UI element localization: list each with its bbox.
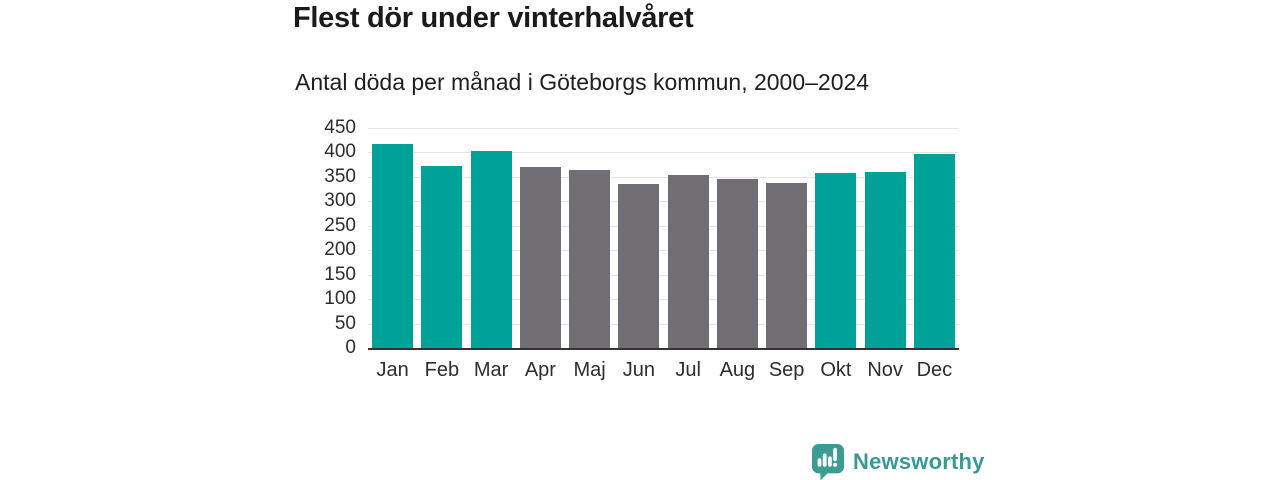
x-tick-label: Jul	[675, 359, 701, 381]
bar-jul	[667, 174, 709, 348]
bar-aug	[716, 179, 758, 348]
bar-slot	[516, 128, 565, 348]
y-axis-labels: 450 400 350 300 250 200 150 100 50 0	[280, 117, 356, 368]
x-axis-labels: Jan Feb Mar Apr Maj Jun Jul Aug Sep Okt Nov Dec	[368, 357, 959, 384]
x-tick-label: Jun	[622, 359, 655, 381]
gridline	[368, 299, 959, 301]
bar-feb	[421, 165, 463, 348]
gridline	[368, 128, 959, 129]
bar-okt	[815, 172, 857, 348]
bar-slot	[565, 128, 614, 348]
gridline	[368, 250, 959, 252]
bar-nov	[864, 172, 906, 348]
bar-jun	[618, 183, 660, 348]
y-tick-label: 200	[324, 239, 356, 261]
bar-slot	[811, 128, 860, 348]
x-tick-label: Maj	[573, 359, 606, 381]
chart-subtitle: Antal döda per månad i Göteborgs kommun,…	[295, 69, 870, 95]
x-tick-label: Sep	[768, 359, 805, 381]
y-tick-label: 300	[324, 190, 356, 212]
bar-slot	[713, 128, 762, 348]
bar-slot	[664, 128, 713, 348]
y-tick-label: 350	[324, 165, 356, 187]
y-tick-label: 100	[324, 288, 356, 310]
bar-apr	[519, 166, 561, 348]
y-tick-label: 400	[324, 141, 356, 163]
y-tick-label: 250	[324, 214, 356, 236]
x-tick-label: Feb	[424, 359, 460, 381]
brand-footer: Newsworthy	[811, 443, 985, 480]
gridline	[368, 274, 959, 276]
bar-slot	[417, 128, 466, 348]
x-tick-label: Aug	[719, 359, 756, 381]
gridline	[368, 176, 959, 178]
bar-dec	[913, 153, 955, 348]
bar-mar	[470, 150, 512, 348]
bar-slot	[910, 128, 959, 348]
x-tick-label: Jan	[376, 359, 409, 381]
y-tick-label: 50	[334, 312, 356, 334]
bar-maj	[569, 169, 611, 348]
gridline	[368, 225, 959, 227]
bar-slot	[614, 128, 663, 348]
bar-jan	[372, 144, 414, 348]
bar-slot	[861, 128, 910, 348]
x-tick-label: Mar	[473, 359, 509, 381]
gridline	[368, 323, 959, 325]
bar-slot	[762, 128, 811, 348]
gridline	[368, 201, 959, 203]
brand-name: Newsworthy	[853, 449, 985, 474]
x-tick-label: Okt	[820, 359, 852, 381]
x-tick-label: Dec	[916, 359, 953, 381]
bar-sep	[766, 182, 808, 348]
gridline	[368, 152, 959, 154]
y-tick-label: 0	[345, 337, 356, 358]
y-tick-label: 450	[324, 117, 356, 138]
x-tick-label: Nov	[867, 359, 903, 381]
y-tick-label: 150	[324, 263, 356, 285]
chart-title: Flest dör under vinterhalvåret	[293, 2, 694, 34]
newsworthy-logo-icon	[811, 444, 845, 480]
bar-slot	[368, 128, 417, 348]
plot-area	[368, 128, 959, 350]
bar-slot	[467, 128, 516, 348]
x-tick-label: Apr	[524, 359, 556, 381]
bar-series	[368, 128, 959, 348]
